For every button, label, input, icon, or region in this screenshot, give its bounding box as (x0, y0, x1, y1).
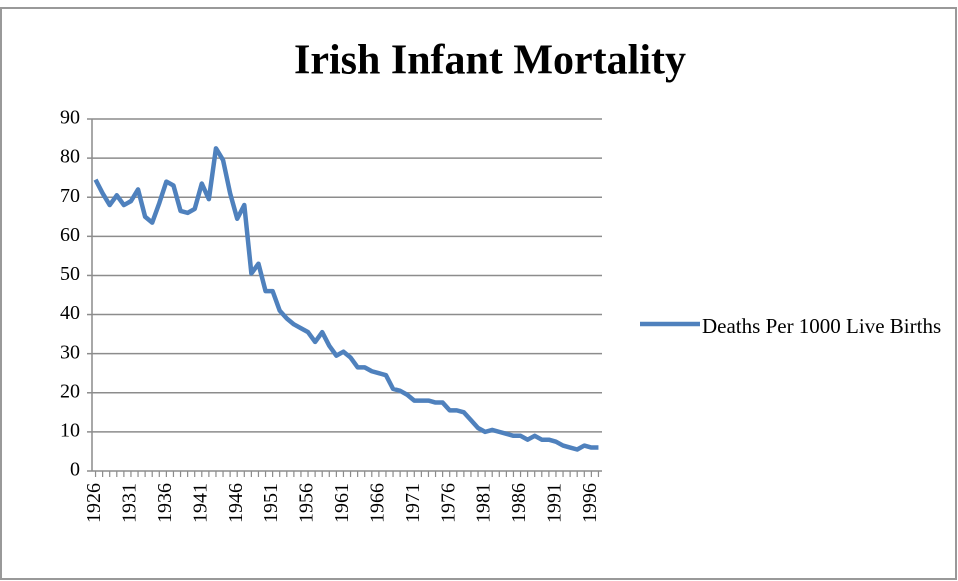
x-tick-label: 1936 (154, 483, 176, 523)
x-tick-label: 1926 (83, 483, 105, 523)
x-tick-label: 1956 (296, 483, 318, 523)
x-tick-label: 1946 (225, 483, 247, 523)
y-tick-label: 0 (70, 459, 80, 481)
x-tick-label: 1971 (402, 483, 424, 523)
x-tick-label: 1991 (544, 483, 566, 523)
x-tick-label: 1981 (473, 483, 495, 523)
y-tick-label: 10 (60, 419, 80, 441)
y-tick-label: 90 (60, 107, 80, 129)
x-tick-label: 1961 (331, 483, 353, 523)
x-tick-label: 1996 (579, 483, 601, 523)
y-tick-label: 80 (60, 146, 80, 168)
x-tick-label: 1931 (119, 483, 141, 523)
chart-title: Irish Infant Mortality (294, 38, 686, 84)
x-tick-label: 1941 (189, 483, 211, 523)
frame (0, 7, 957, 580)
y-tick-label: 40 (60, 302, 80, 324)
x-tick-label: 1951 (260, 483, 282, 523)
x-tick-label: 1966 (366, 483, 388, 523)
x-tick-label: 1976 (437, 483, 459, 523)
x-tick-label: 1986 (508, 483, 530, 523)
y-tick-label: 70 (60, 185, 80, 207)
data-line (93, 146, 599, 452)
y-tick-label: 20 (60, 380, 80, 402)
legend-label: Deaths Per 1000 Live Births (702, 314, 942, 338)
y-tick-label: 60 (60, 224, 80, 246)
y-tick-label: 50 (60, 263, 80, 285)
y-tick-label: 30 (60, 341, 80, 363)
